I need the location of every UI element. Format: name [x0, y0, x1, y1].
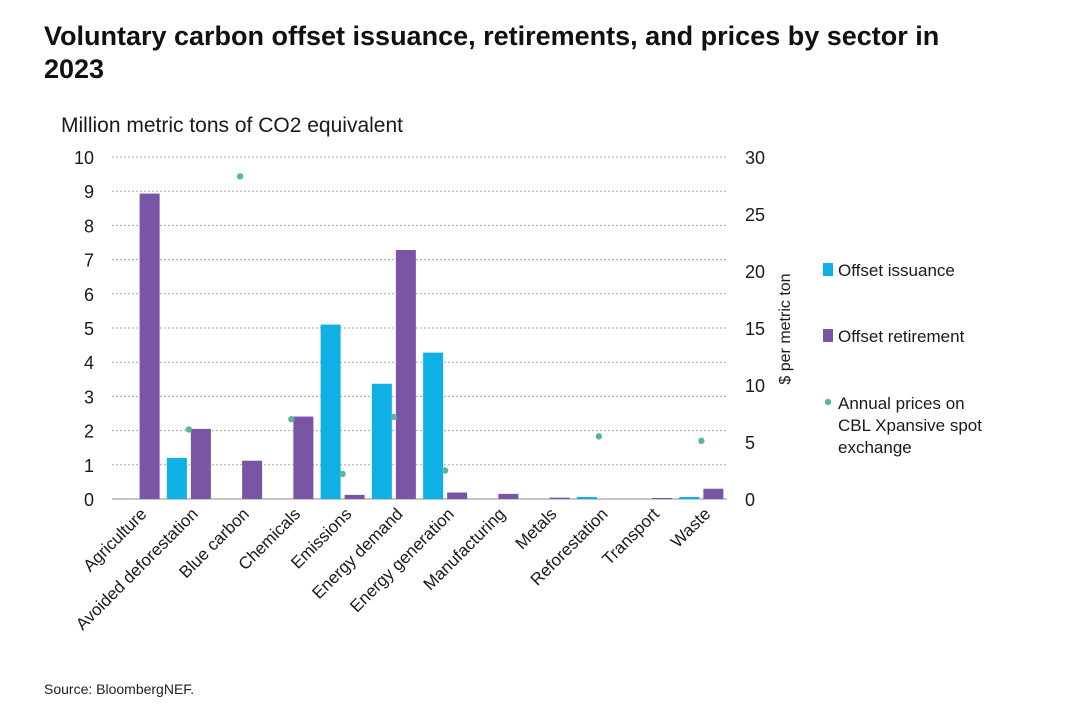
retirement-bar — [344, 494, 365, 499]
y2-axis-ticks: 0 5 10 15 20 25 30 — [745, 148, 765, 510]
y-tick-label: 1 — [84, 456, 94, 476]
gridlines — [112, 156, 727, 500]
issuance-bar — [576, 496, 597, 499]
price-point — [698, 437, 705, 445]
legend-label-price-line: Annual prices on — [838, 394, 965, 413]
retirement-bar — [395, 250, 416, 499]
x-tick-label: Energy demand — [308, 504, 406, 602]
y-tick-label: 7 — [84, 251, 94, 271]
y2-tick-label: 0 — [745, 490, 755, 510]
y-tick-label: 10 — [74, 148, 94, 168]
x-tick-label: Metals — [512, 504, 561, 553]
retirement-bar — [498, 493, 519, 499]
x-tick-label: Transport — [599, 504, 664, 569]
y-tick-label: 2 — [84, 422, 94, 442]
y2-tick-label: 15 — [745, 319, 765, 339]
y2-tick-label: 10 — [745, 376, 765, 396]
issuance-bar — [679, 496, 700, 499]
source-note: Source: BloombergNEF. — [44, 681, 195, 697]
retirement-bar — [447, 492, 468, 499]
legend: Offset issuance Offset retirement Annual p… — [823, 261, 982, 457]
retirement-bar — [549, 497, 570, 499]
price-point — [339, 470, 346, 478]
legend-label-price: Annual prices on CBL Xpansive spot exchang… — [838, 394, 982, 457]
chart-title: Voluntary carbon offset issuance, retire… — [44, 21, 940, 84]
y2-tick-label: 30 — [745, 148, 765, 168]
legend-swatch-issuance — [823, 263, 833, 276]
retirement-bar — [652, 497, 673, 499]
y2-axis-label: $ per metric ton — [777, 273, 794, 384]
y-tick-label: 9 — [84, 182, 94, 202]
price-points — [185, 173, 705, 478]
x-tick-label: Waste — [667, 504, 714, 551]
price-point — [390, 413, 398, 421]
legend-label-price-line: CBL Xpansive spot — [838, 416, 982, 435]
legend-swatch-retirement — [823, 329, 833, 342]
y2-tick-label: 25 — [745, 205, 765, 225]
price-point — [236, 173, 244, 180]
y2-tick-label: 5 — [745, 433, 755, 453]
issuance-bar — [320, 324, 341, 499]
y-tick-label: 0 — [84, 490, 94, 510]
retirement-bar — [139, 193, 160, 499]
y-axis-label: Million metric tons of CO2 equivalent — [61, 114, 403, 137]
legend-label-price-line: exchange — [838, 438, 912, 457]
y-tick-label: 8 — [84, 216, 94, 236]
y-tick-label: 3 — [84, 387, 94, 407]
legend-label-retirement: Offset retirement — [838, 327, 965, 346]
price-point — [288, 416, 295, 423]
y-tick-label: 6 — [84, 285, 94, 305]
y-tick-label: 5 — [84, 319, 94, 339]
bars — [139, 193, 724, 499]
legend-swatch-price — [824, 398, 832, 406]
retirement-bar — [293, 416, 314, 499]
retirement-bar — [190, 428, 211, 499]
y2-tick-label: 20 — [745, 262, 765, 282]
y-tick-label: 4 — [84, 353, 94, 373]
price-point — [441, 467, 449, 474]
issuance-bar — [166, 457, 187, 499]
retirement-bar — [703, 488, 724, 499]
issuance-bar — [423, 352, 444, 499]
legend-label-issuance: Offset issuance — [838, 261, 955, 280]
y-axis-ticks: 0 1 2 3 4 5 6 7 8 9 10 — [74, 148, 94, 510]
issuance-bar — [371, 383, 392, 499]
price-point — [595, 433, 603, 440]
price-point — [185, 426, 193, 433]
retirement-bar — [242, 460, 263, 499]
